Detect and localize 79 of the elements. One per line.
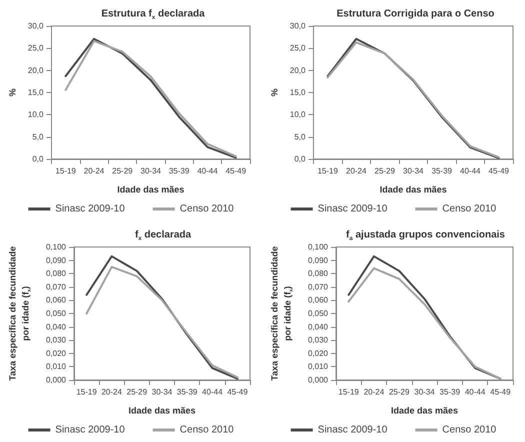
x-tick-label: 15-19 [55,166,76,176]
y-tick-label: 10,0 [28,110,44,120]
y-tick-label: 15,0 [28,88,44,97]
y-tick-label: 0,100 [308,242,329,252]
legend-label: Censo 2010 [180,424,234,436]
x-tick-label: 40-44 [460,166,482,176]
y-tick-label: 5,0 [294,132,306,142]
legend-label: Sinasc 2009-10 [318,424,388,436]
y-tick-label: 0,080 [308,269,329,278]
x-tick-label: 20-24 [84,166,105,176]
legend-label: Censo 2010 [180,204,234,214]
y-tick-label: 0,020 [308,348,329,358]
legend-label: Censo 2010 [442,204,497,214]
x-tick-label: 35-39 [168,166,190,176]
x-tick-label: 25-29 [374,166,396,176]
y-tick-label: 0,080 [46,269,67,278]
y-tick-label: 0,040 [46,322,67,332]
x-tick-label: 35-39 [176,388,198,396]
x-tick-label: 45-49 [226,166,247,176]
y-axis-title: % [270,88,280,97]
y-tick-label: 15,0 [290,88,306,97]
x-tick-label: 25-29 [112,166,134,176]
y-tick-label: 25,0 [290,44,306,53]
y-tick-label: 0,000 [308,376,329,384]
x-axis-title: Idade das mães [117,184,184,194]
y-tick-label: 0,070 [46,282,67,292]
y-tick-label: 0,050 [308,309,329,318]
x-tick-label: 40-44 [464,388,486,396]
y-tick-label: 30,0 [28,22,44,30]
x-tick-label: 15-19 [317,166,338,176]
x-tick-label: 20-24 [364,388,385,396]
x-tick-label: 40-44 [202,388,224,396]
y-tick-label: 10,0 [290,110,306,120]
y-tick-label: 30,0 [290,22,306,30]
x-tick-label: 40-44 [197,166,218,176]
y-tick-label: 5,0 [32,132,44,142]
x-axis-title: Idade das mães [128,406,196,416]
y-tick-label: 0,030 [308,336,329,345]
x-tick-label: 45-49 [227,388,248,396]
x-tick-label: 30-34 [414,388,436,396]
x-tick-label: 45-49 [490,388,512,396]
y-tick-label: 0,030 [46,336,67,345]
x-tick-label: 15-19 [338,388,360,396]
legend-label: Sinasc 2009-10 [55,424,126,436]
y-tick-label: 0,060 [308,296,329,305]
legend-label: Sinasc 2009-10 [55,204,126,214]
x-axis-title: Idade das mães [390,406,458,416]
y-tick-label: 0,000 [46,376,67,384]
y-tick-label: 0,0 [32,154,44,164]
x-tick-label: 30-34 [152,388,173,396]
y-tick-label: 20,0 [290,66,306,75]
y-tick-label: 0,040 [308,322,329,332]
chart-title: Estrutura Corrigida para o Censo [336,8,494,20]
y-tick-label: 0,010 [308,362,329,372]
x-tick-label: 30-34 [140,166,162,176]
x-tick-label: 20-24 [346,166,368,176]
legend-label: Sinasc 2009-10 [318,204,388,214]
y-tick-label: 0,050 [46,309,67,318]
y-tick-label: 25,0 [28,44,44,53]
y-tick-label: 0,010 [46,362,67,372]
y-tick-label: 0,060 [46,296,67,305]
x-tick-label: 25-29 [388,388,410,396]
y-tick-label: 0,090 [308,256,329,265]
x-tick-label: 25-29 [126,388,148,396]
y-axis-title: % [8,88,18,97]
x-tick-label: 30-34 [403,166,424,176]
x-tick-label: 20-24 [101,388,122,396]
y-tick-label: 0,100 [46,242,67,252]
y-tick-label: 0,070 [308,282,329,292]
y-tick-label: 0,090 [46,256,67,265]
x-tick-label: 45-49 [488,166,510,176]
y-tick-label: 0,020 [46,348,67,358]
y-tick-label: 0,0 [294,154,306,164]
x-tick-label: 15-19 [76,388,98,396]
x-tick-label: 35-39 [432,166,453,176]
x-axis-title: Idade das mães [380,184,447,194]
x-tick-label: 35-39 [440,388,461,396]
y-tick-label: 20,0 [28,66,44,75]
legend-label: Censo 2010 [442,424,497,436]
